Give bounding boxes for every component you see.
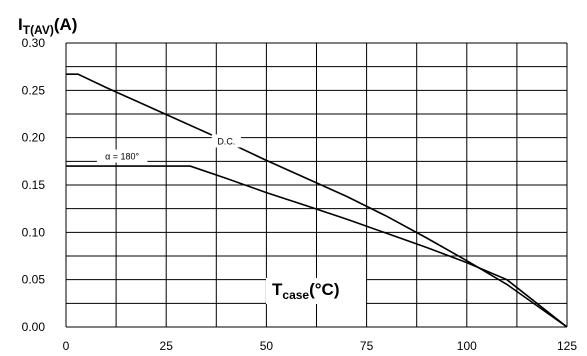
- y-tick-label: 0.00: [22, 320, 46, 334]
- y-tick-label: 0.15: [22, 178, 46, 192]
- y-tick-label: 0.10: [22, 225, 46, 239]
- y-tick-label: 0.20: [22, 131, 46, 145]
- series-line-1: [66, 165, 568, 328]
- y-tick-label: 0.05: [22, 273, 46, 287]
- x-tick-label: 25: [160, 339, 174, 353]
- y-axis-title: IT(AV)(A): [18, 15, 77, 37]
- x-tick-label: 0: [63, 339, 70, 353]
- x-tick-label: 100: [457, 339, 477, 353]
- series-annotation: D.C.: [217, 136, 235, 146]
- x-tick-label: 125: [557, 339, 577, 353]
- x-tick-label: 75: [360, 339, 374, 353]
- y-tick-label: 0.30: [22, 36, 46, 50]
- series-line-0: [66, 73, 568, 328]
- annotation-bg: [211, 134, 241, 148]
- y-tick-label: 0.25: [22, 83, 46, 97]
- x-axis-title: Tcase(°C): [272, 280, 340, 302]
- x-tick-label: 50: [260, 339, 274, 353]
- series-annotation: α = 180°: [105, 152, 139, 162]
- annotation-bg: [96, 149, 148, 163]
- x-axis-title-bg: [266, 278, 366, 304]
